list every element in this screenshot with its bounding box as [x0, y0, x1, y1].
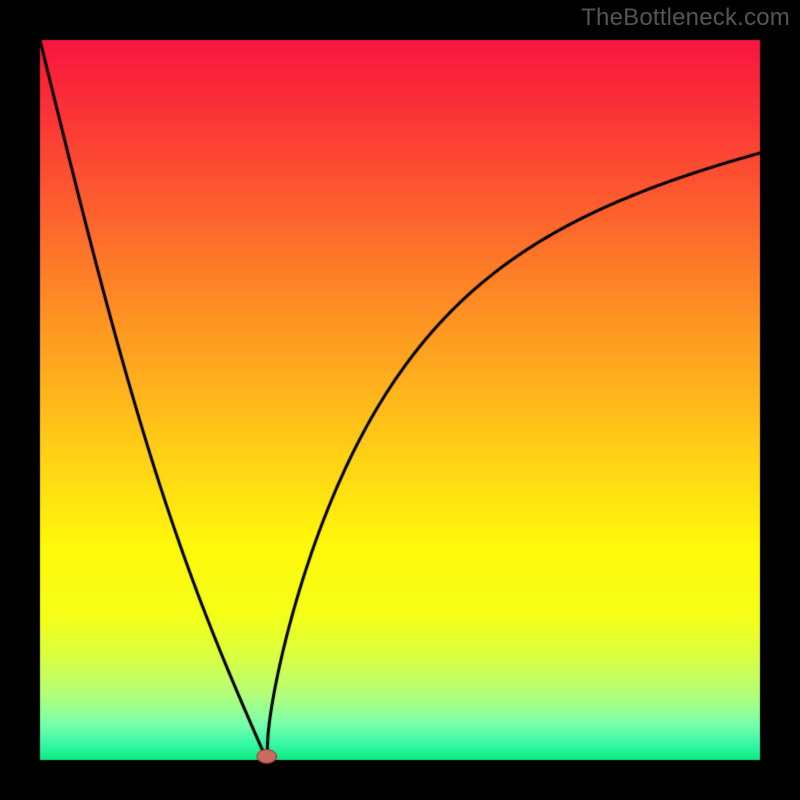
bottleneck-curve-plot — [0, 0, 800, 800]
figure-root: TheBottleneck.com — [0, 0, 800, 800]
watermark-text: TheBottleneck.com — [581, 4, 790, 32]
